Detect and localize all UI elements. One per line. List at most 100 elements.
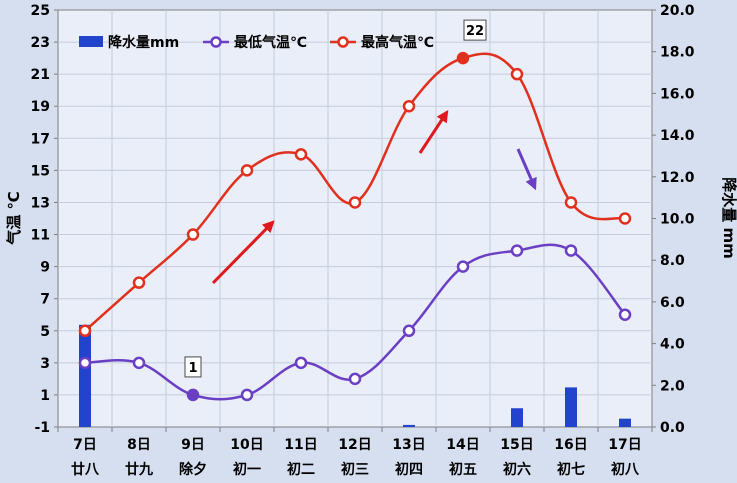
y-tick-label: 5 [40,324,50,340]
max-temp-point [78,324,92,338]
legend-swatch-marker [337,36,349,48]
y-tick-label: 1 [40,388,50,404]
highlight-point [457,52,469,64]
trend-arrows [211,109,537,285]
x-lunar-label: 初六 [503,461,531,478]
x-lunar-label: 廿八 [71,461,100,478]
max-temp-point [510,67,524,81]
min-temp-point [456,260,470,273]
min-temp-point [240,388,254,402]
annotation-box [184,356,202,378]
y-tick-label: 17 [31,131,50,147]
x-lunar-label: 初五 [449,461,477,478]
y2-tick-label: 4.0 [660,337,685,353]
legend-label-precipitation: 降水量mm [108,34,179,51]
precipitation-bar [565,387,577,427]
y2-tick-label: 16.0 [660,86,695,102]
precipitation-bar [511,408,523,427]
annotation-label: 22 [466,24,484,39]
y-tick-label: 23 [31,35,50,51]
y2-tick-label: 8.0 [660,253,685,269]
max-temp-point [402,99,416,113]
temperature-lines [78,51,632,402]
trend-arrow-up-2 [418,109,449,154]
x-tick-label: 12日 [338,437,371,453]
min-temp-point [510,244,524,257]
legend-label: 最低气温℃ [234,34,307,51]
min-temp-point [618,308,632,321]
x-tick-label: 10日 [230,437,263,453]
y2-tick-label: 0.0 [660,420,685,436]
max-temp-point [186,228,200,241]
x-tick-label: 8日 [127,437,151,453]
y-tick-label: 19 [31,99,50,115]
x-tick-label: 11日 [284,437,317,453]
x-tick-label: 13日 [392,437,425,453]
x-lunar-label: 除夕 [179,461,207,478]
x-lunar-label: 廿九 [125,461,153,478]
min-temp-point [132,356,146,370]
x-tick-label: 7日 [73,437,97,453]
y-tick-label: 13 [31,195,50,211]
y2-tick-label: 14.0 [660,128,695,144]
trend-arrow-up-1 [211,220,275,285]
y-tick-label: 7 [40,292,50,308]
precipitation-bar [79,324,91,427]
min-temp-point [294,356,308,370]
max-temp-point [294,148,308,161]
y2-tick-label: 2.0 [660,378,685,394]
max-temp-point [240,164,254,177]
axes: -11357911131517192123250.02.04.06.08.010… [5,3,737,478]
y-axis-title: 气温 ℃ [5,191,23,245]
legend-swatch-marker [210,36,222,48]
min-temp-point [564,244,578,257]
precipitation-bar [619,418,631,427]
legend-swatch-precipitation [79,36,103,47]
x-lunar-label: 初四 [395,461,423,478]
y-tick-label: 15 [31,163,50,179]
max-temp-point [618,212,632,225]
y2-tick-label: 12.0 [660,170,695,186]
x-lunar-label: 初三 [341,461,369,478]
x-tick-label: 17日 [608,437,641,453]
y2-axis-title: 降水量 mm [720,177,737,258]
x-tick-label: 14日 [446,437,479,453]
x-tick-label: 15日 [500,437,533,453]
max-temp-point [348,196,362,209]
y2-tick-label: 20.0 [660,3,695,19]
y2-tick-label: 10.0 [660,212,695,228]
min-temp-point [78,356,92,370]
plot-area [57,9,653,428]
annotation-label: 1 [188,361,197,376]
x-tick-label: 9日 [181,437,205,453]
x-lunar-label: 初一 [233,461,261,478]
annotation-box [463,19,487,41]
highlight-point [187,389,199,401]
legend: 降水量mm 最低气温℃ 最高气温℃ [79,34,434,51]
y-tick-label: 21 [31,67,50,83]
y-tick-label: 25 [31,3,50,19]
y-tick-label: -1 [34,420,50,436]
y-tick-label: 11 [31,228,50,244]
grid [58,10,652,427]
min-temp-point [348,372,362,386]
annotations: 22 1 [184,19,487,401]
x-lunar-label: 初二 [287,461,315,478]
y2-tick-label: 18.0 [660,45,695,61]
y-tick-label: 3 [40,356,50,372]
y2-tick-label: 6.0 [660,295,685,311]
max-temp-line [84,52,626,332]
max-temp-point [132,276,146,289]
legend-label: 最高气温℃ [361,34,434,51]
x-lunar-label: 初八 [611,461,640,478]
y-tick-label: 9 [40,260,50,276]
min-temp-point [402,324,416,338]
precipitation-bars [79,324,631,427]
x-lunar-label: 初七 [557,461,585,478]
precipitation-bar [403,424,415,427]
max-temp-point [564,196,578,209]
x-tick-label: 16日 [554,437,587,453]
trend-arrow-down [516,148,537,191]
